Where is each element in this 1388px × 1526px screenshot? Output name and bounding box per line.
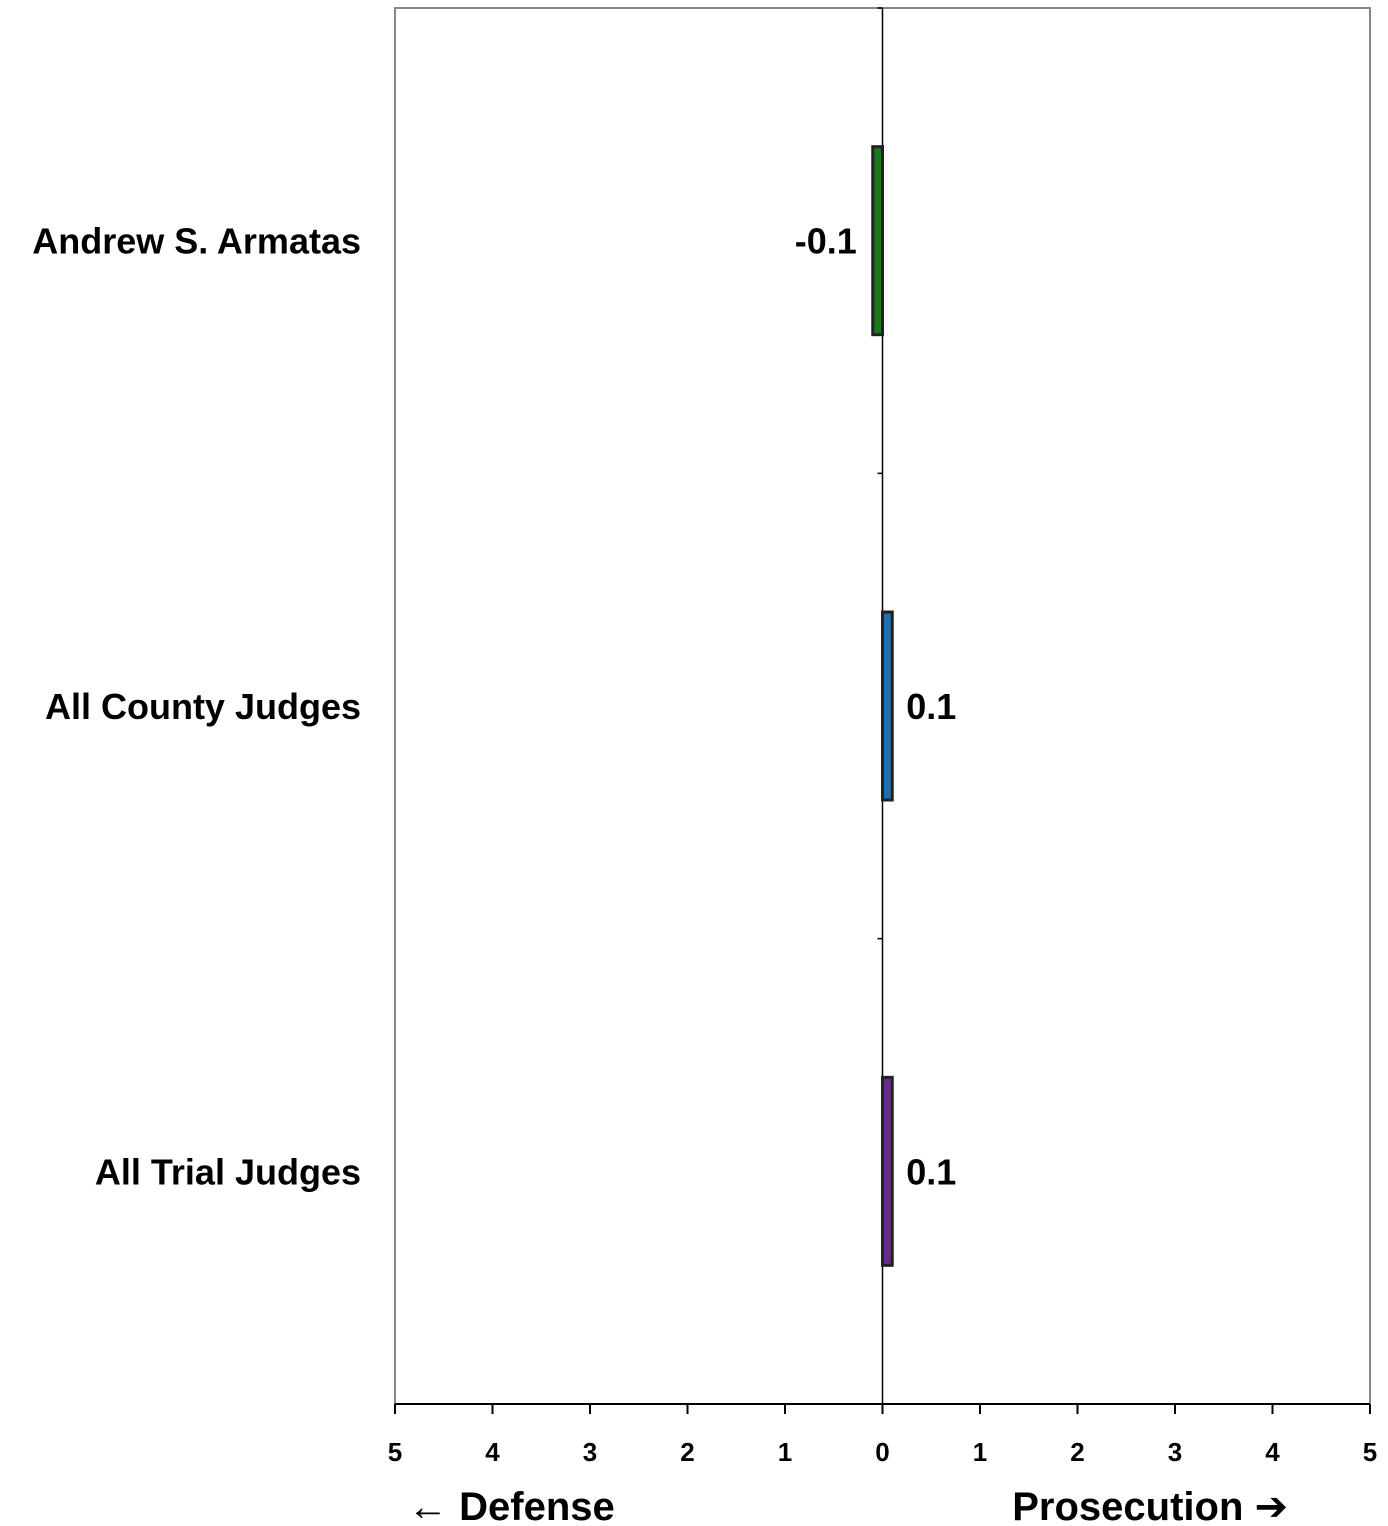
x-tick-label: 2 [1070, 1437, 1084, 1467]
x-tick-label: 4 [485, 1437, 500, 1467]
category-label: Andrew S. Armatas [32, 221, 361, 262]
x-tick-label: 5 [388, 1437, 402, 1467]
category-label: All County Judges [45, 686, 361, 727]
x-tick-label: 5 [1363, 1437, 1377, 1467]
category-label: All Trial Judges [95, 1151, 361, 1192]
x-tick-label: 3 [1168, 1437, 1182, 1467]
x-tick-label: 4 [1265, 1437, 1280, 1467]
bar [881, 610, 894, 802]
prosecution-axis-label: Prosecution ➔ [1012, 1485, 1288, 1526]
bar-value-label: -0.1 [795, 221, 857, 262]
x-tick-label: 3 [583, 1437, 597, 1467]
x-tick-label: 1 [778, 1437, 792, 1467]
bar-value-label: 0.1 [906, 1151, 956, 1192]
x-tick-label: 2 [680, 1437, 694, 1467]
bar-value-label: 0.1 [906, 686, 956, 727]
x-tick-label: 0 [875, 1437, 889, 1467]
x-tick-label: 1 [973, 1437, 987, 1467]
bar [881, 1075, 894, 1267]
defense-axis-label: ← Defense [408, 1485, 615, 1526]
bar [871, 145, 884, 337]
